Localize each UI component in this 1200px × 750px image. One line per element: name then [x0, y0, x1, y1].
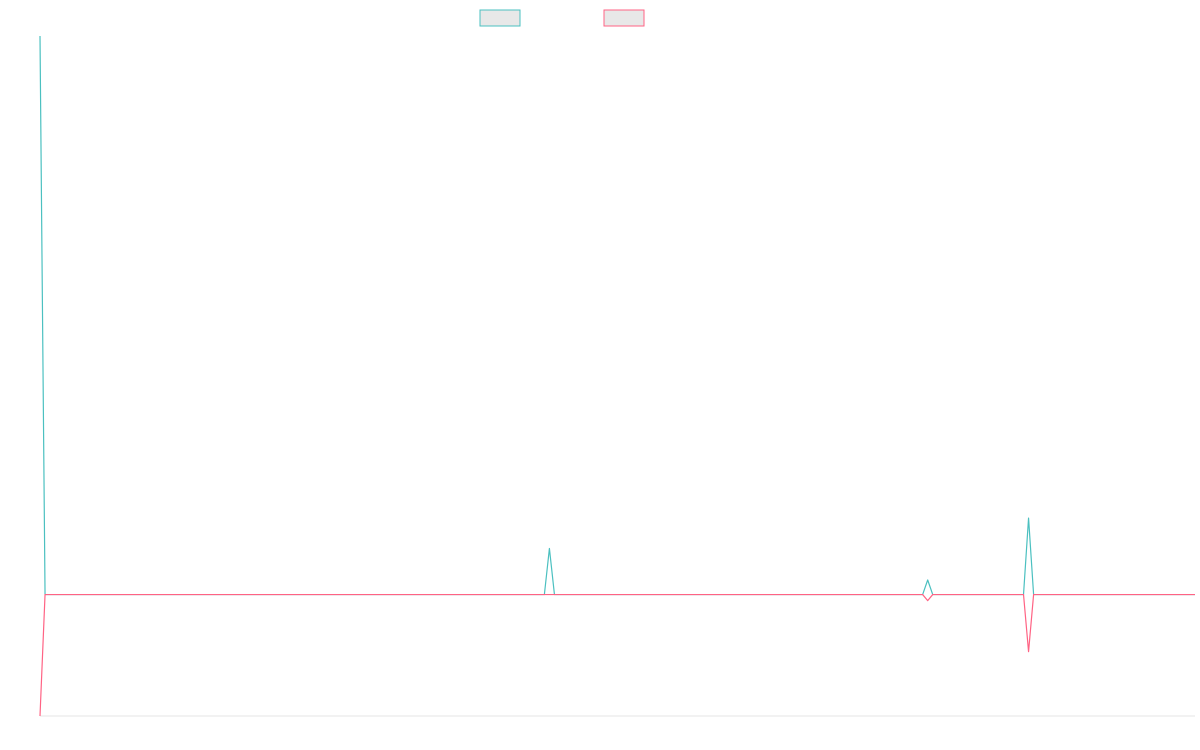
series-2	[39, 593, 1196, 717]
legend-swatch-2[interactable]	[603, 9, 645, 27]
series-line-2	[39, 593, 1195, 717]
legend	[479, 9, 645, 27]
legend-swatch-1[interactable]	[479, 9, 521, 27]
series-layer	[39, 35, 1196, 717]
series-line-1	[39, 35, 1195, 596]
series-1	[39, 35, 1196, 596]
